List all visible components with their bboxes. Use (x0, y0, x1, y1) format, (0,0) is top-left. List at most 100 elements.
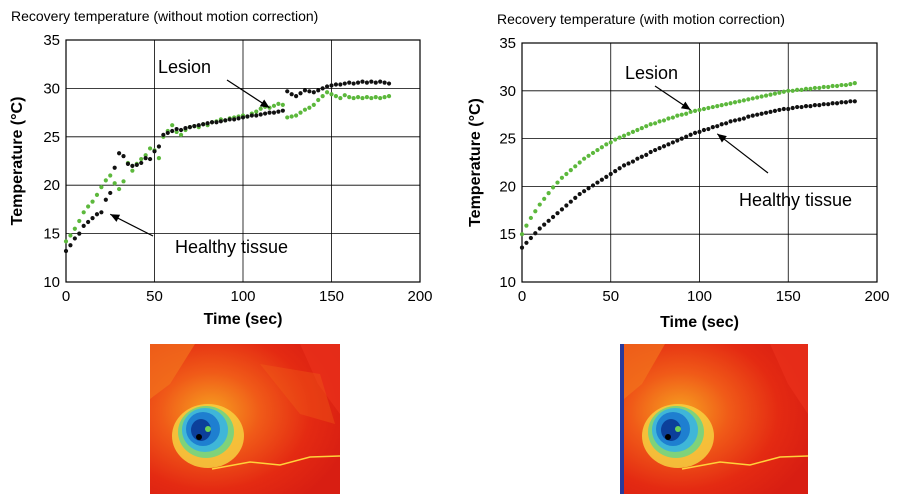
left-lesion-point (369, 95, 374, 101)
left-x-tick-label: 0 (62, 288, 70, 305)
right-lesion-point (590, 150, 596, 156)
right-lesion-point (661, 118, 667, 123)
left-healthy-tissue-point (192, 124, 197, 129)
right-lesion-point (732, 100, 738, 105)
right-healthy-tissue-point (737, 117, 742, 122)
right-healthy-tissue-point (812, 103, 817, 108)
right-lesion-point (848, 82, 853, 87)
right-healthy-tissue-point (626, 161, 631, 166)
left-healthy-tissue-point (165, 130, 170, 136)
left-healthy-tissue-point (187, 125, 192, 130)
left-healthy-tissue-point (81, 223, 86, 228)
right-lesion-point (621, 133, 627, 138)
left-healthy-tissue-point (99, 210, 104, 215)
left-lesion-point (355, 95, 361, 100)
left-lesion-point (174, 129, 179, 135)
left-healthy-tissue-point (307, 89, 312, 94)
right-lesion-point (728, 101, 733, 106)
right-annotation-label: Healthy tissue (739, 190, 852, 210)
left-healthy-tissue-point (302, 88, 308, 93)
left-healthy-tissue-point (90, 216, 95, 221)
left-lesion-point (77, 218, 82, 224)
right-healthy-tissue-point (759, 111, 764, 116)
right-lesion-point (617, 135, 622, 140)
right-lesion-point (613, 137, 618, 142)
left-lesion-point (147, 146, 153, 151)
right-healthy-tissue-point (537, 226, 542, 231)
right-healthy-tissue-point (613, 169, 618, 174)
right-plot-frame (521, 42, 878, 283)
right-healthy-tissue-point (786, 106, 791, 112)
left-healthy-tissue-point (183, 125, 188, 131)
left-lesion-point (90, 199, 95, 204)
left-y-axis-label: Temperature (°C) (9, 97, 26, 226)
left-lesion-point (294, 113, 299, 118)
right-lesion-point (559, 175, 565, 180)
left-lesion-point (316, 97, 321, 103)
right-lesion-point (568, 168, 573, 173)
left-lesion-point (143, 153, 148, 158)
left-healthy-tissue-point (125, 161, 131, 167)
left-healthy-tissue-point (77, 231, 82, 236)
right-lesion-point (790, 88, 795, 93)
right-healthy-tissue-point (568, 199, 573, 204)
right-lesion-point (808, 86, 813, 91)
left-lesion-point (112, 181, 117, 186)
left-lesion-point (382, 95, 387, 100)
right-healthy-tissue-point (546, 218, 551, 223)
left-lesion-point (373, 95, 378, 100)
left-lesion-point (378, 95, 383, 101)
right-lesion-point (679, 112, 684, 117)
right-healthy-tissue-point (808, 103, 813, 109)
right-lesion-point (843, 82, 849, 88)
right-healthy-tissue-point (692, 130, 698, 135)
left-lesion-point (276, 101, 281, 106)
right-annotation-arrow-line (716, 133, 769, 174)
left-lesion-point (271, 103, 277, 108)
right-healthy-tissue-point (741, 116, 746, 121)
right-lesion-point (528, 215, 533, 221)
chart-title-right: Recovery temperature (with motion correc… (497, 11, 785, 27)
left-healthy-tissue-point (329, 83, 334, 88)
left-annotation-arrow-head (110, 214, 121, 222)
right-healthy-tissue-point (666, 142, 671, 147)
left-lesion-point (258, 106, 263, 111)
right-healthy-tissue-point (697, 129, 702, 135)
left-lesion-point (289, 114, 294, 119)
left-healthy-tissue-point (201, 122, 206, 127)
chart-left: 0 50 100 150 200 10 15 20 25 30 35 Time (sec) Temper… (9, 32, 433, 328)
right-healthy-tissue-point (533, 231, 538, 236)
right-x-tick-label: 150 (776, 288, 801, 305)
left-healthy-tissue-point (103, 197, 108, 202)
right-x-tick-label: 50 (602, 288, 619, 305)
left-lesion-point (360, 95, 365, 101)
right-annotation-label: Lesion (625, 63, 678, 83)
right-healthy-tissue-point (550, 214, 556, 220)
left-healthy-tissue-point (382, 80, 387, 85)
left-y-tick-label: 20 (43, 177, 60, 194)
left-lesion-point (302, 107, 308, 112)
right-healthy-tissue-point (701, 127, 707, 133)
right-healthy-tissue-point (710, 125, 715, 130)
right-healthy-tissue-point (604, 174, 609, 179)
right-healthy-tissue-point (582, 189, 587, 194)
right-lesion-point (768, 92, 773, 97)
left-healthy-tissue-point (298, 91, 303, 96)
left-healthy-tissue-point (218, 119, 223, 124)
left-annotation-arrow-head (259, 99, 270, 108)
left-healthy-tissue-point (294, 94, 299, 99)
right-healthy-tissue-point (852, 99, 857, 104)
left-healthy-tissue-point (232, 117, 237, 122)
left-lesion-point (121, 179, 126, 184)
right-healthy-tissue-point (577, 191, 582, 197)
left-x-tick-label: 200 (407, 288, 432, 305)
right-lesion-point (795, 87, 800, 92)
right-healthy-tissue-point (724, 121, 729, 126)
left-healthy-tissue-point (386, 81, 392, 86)
left-healthy-tissue-point (263, 111, 268, 116)
right-lesion-point (826, 84, 831, 90)
right-lesion-point (533, 209, 538, 214)
right-x-tick-label: 200 (864, 288, 889, 305)
right-healthy-tissue-point (524, 240, 529, 245)
right-lesion-point (582, 156, 587, 161)
